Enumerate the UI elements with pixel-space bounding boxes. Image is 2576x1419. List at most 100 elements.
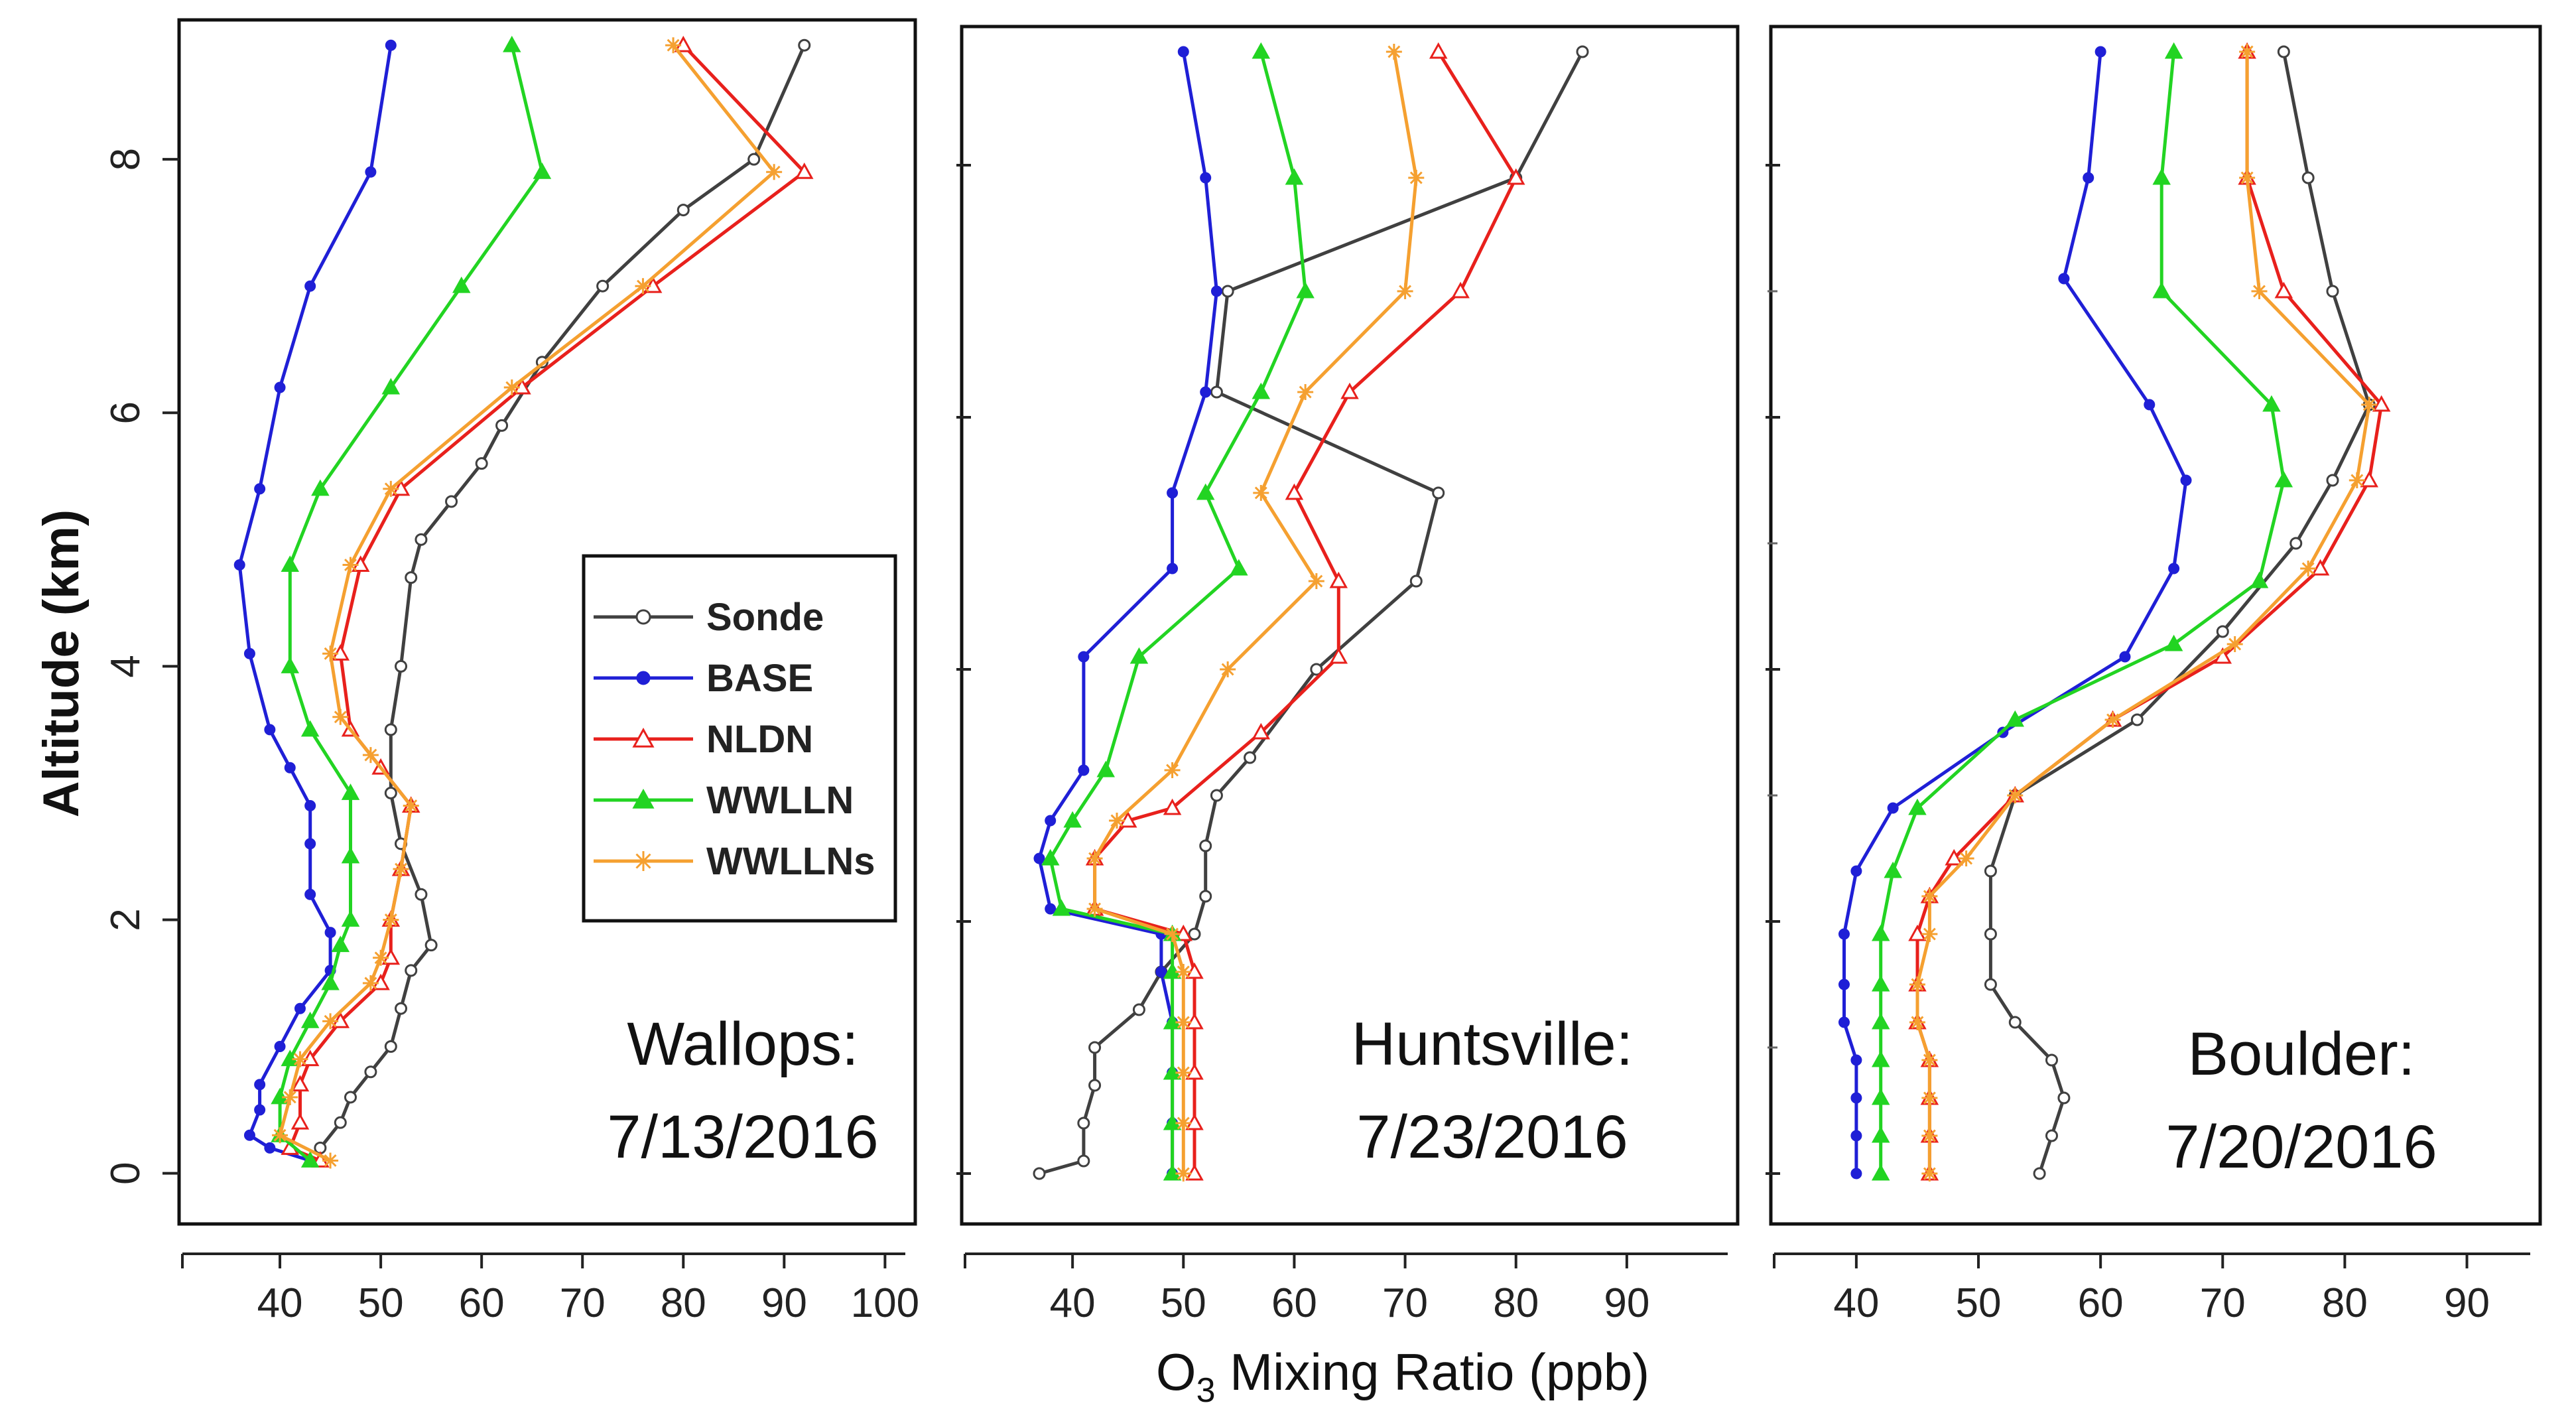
panel-2-point-base xyxy=(1200,386,1212,398)
panel-3-point-wwllns xyxy=(1921,1166,1938,1182)
y-axis-label: Altitude (km) xyxy=(33,509,90,817)
legend-label: WWLLN xyxy=(706,779,854,822)
panel-1-point-wwlln xyxy=(300,720,320,737)
panel-2-point-base xyxy=(1167,487,1179,499)
panel-1-point-base xyxy=(243,1129,255,1141)
panel-2-line-nldn xyxy=(1093,50,1518,1174)
x-axis-label-suffix: Mixing Ratio (ppb) xyxy=(1216,1343,1650,1401)
panel-2-point-sonde xyxy=(1310,663,1323,676)
panel-3-point-wwllns xyxy=(1958,850,1974,866)
panel-3-point-sonde xyxy=(2130,713,2144,726)
panel-1-point-wwllns xyxy=(383,912,399,928)
panel-1-point-wwllns xyxy=(322,1152,339,1169)
panel-1-point-sonde xyxy=(384,786,397,799)
panel-1-y-tick-label: 8 xyxy=(103,148,149,170)
panel-1-point-wwlln xyxy=(321,973,340,990)
panel-2-series-wwllns xyxy=(1086,44,1425,1182)
panel-1-point-nldn xyxy=(795,162,814,179)
panel-2-x-tick-label: 80 xyxy=(1493,1280,1539,1326)
panel-1-point-sonde xyxy=(384,1040,397,1053)
panel-1-series-wwllns xyxy=(272,37,783,1169)
panel-3-point-base xyxy=(1850,865,1862,877)
panel-2-point-sonde xyxy=(1244,751,1257,764)
panel-2-point-sonde xyxy=(1199,890,1212,903)
panel-2-point-wwlln xyxy=(1285,168,1304,185)
panel-2-title-line1: Huntsville: xyxy=(1352,1010,1633,1078)
panel-2-point-wwllns xyxy=(1109,813,1125,829)
panel-2-point-base xyxy=(1210,285,1222,297)
panel-3-point-wwlln xyxy=(2164,634,2183,651)
panel-2-point-wwllns xyxy=(1164,762,1181,778)
panel-1-x-tick-label: 80 xyxy=(661,1280,706,1326)
panel-3-point-base xyxy=(1887,802,1899,814)
panel-1-point-base xyxy=(254,1079,266,1091)
panel-3-series-wwlln xyxy=(1871,42,2293,1181)
panel-3-point-wwllns xyxy=(2226,636,2243,652)
panel-1-point-wwllns xyxy=(373,949,389,966)
panel-3-point-sonde xyxy=(2045,1053,2058,1067)
panel-3-point-base xyxy=(1838,928,1850,940)
panel-3-title: Boulder: 7/20/2016 xyxy=(2165,1020,2437,1181)
panel-3-point-nldn xyxy=(2311,559,2330,576)
panel-3-point-nldn xyxy=(2274,281,2293,299)
panel-3-point-base xyxy=(1850,1092,1862,1104)
panel-2-point-nldn xyxy=(1340,382,1359,399)
panel-2-point-nldn xyxy=(1429,42,1448,59)
panel-1-point-wwllns xyxy=(362,975,379,991)
panel-1-point-wwllns xyxy=(383,480,399,497)
panel-1-x-tick-label: 60 xyxy=(459,1280,505,1326)
panel-3-point-wwlln xyxy=(2152,281,2171,299)
panel-2-point-base xyxy=(1033,852,1045,864)
panel-1-point-wwllns xyxy=(292,1051,308,1067)
panel-1-point-sonde xyxy=(495,419,509,432)
panel-3-point-base xyxy=(2180,474,2192,486)
legend-label: Sonde xyxy=(706,596,824,639)
panel-2-point-wwlln xyxy=(1252,42,1271,59)
panel-1-point-sonde xyxy=(415,888,428,901)
panel-1-point-sonde xyxy=(384,723,397,736)
panel-3-point-wwllns xyxy=(2349,472,2365,488)
panel-1-point-sonde xyxy=(344,1091,357,1104)
panel-3-point-sonde xyxy=(2057,1091,2071,1105)
panel-1-point-sonde xyxy=(676,204,690,217)
panel-2-point-wwllns xyxy=(1175,1065,1192,1081)
panel-1-point-base xyxy=(365,166,377,178)
panel-1-point-wwlln xyxy=(341,846,360,864)
panel-3-point-base xyxy=(1838,1016,1850,1028)
panel-1-point-base xyxy=(284,762,296,774)
panel-3-series-wwllns xyxy=(1909,44,2378,1182)
panel-3-point-wwlln xyxy=(1871,1164,1890,1181)
legend-swatch-marker xyxy=(632,788,655,809)
panel-2-point-wwllns xyxy=(1385,44,1402,60)
panel-3-point-wwllns xyxy=(1921,1128,1938,1144)
panel-1-point-wwllns xyxy=(665,37,682,54)
panel-2-point-sonde xyxy=(1077,1116,1090,1130)
panel-2-point-sonde xyxy=(1221,285,1234,298)
panel-3-point-sonde xyxy=(1984,978,1997,991)
panel-1-point-base xyxy=(304,838,316,850)
panel-1-x-tick-label: 90 xyxy=(761,1280,807,1326)
panel-3-point-wwllns xyxy=(2361,397,2378,413)
panel-3-point-wwlln xyxy=(1908,798,1927,815)
panel-1-point-wwllns xyxy=(322,1013,339,1030)
panel-2-point-sonde xyxy=(1077,1154,1090,1168)
panel-3-x-tick-label: 90 xyxy=(2444,1280,2490,1326)
panel-3-title-line2: 7/20/2016 xyxy=(2165,1113,2437,1181)
panel-2-point-wwlln xyxy=(1096,760,1116,777)
panel-1-point-wwlln xyxy=(300,1012,320,1028)
panel-3-point-base xyxy=(2119,651,2131,663)
panel-2-point-sonde xyxy=(1132,1003,1145,1016)
panel-3-point-wwlln xyxy=(1884,861,1902,878)
panel-2-point-wwllns xyxy=(1086,901,1103,917)
panel-1-point-sonde xyxy=(405,964,418,977)
panel-1-point-base xyxy=(304,800,316,812)
panel-3-point-sonde xyxy=(2216,625,2229,638)
panel-1-point-nldn xyxy=(290,1113,310,1130)
panel-2-point-wwllns xyxy=(1308,573,1324,589)
panel-2-point-sonde xyxy=(1088,1079,1102,1092)
panel-3-point-base xyxy=(1850,1054,1862,1066)
panel-1-point-wwllns xyxy=(362,747,379,764)
panel-2-point-wwllns xyxy=(1175,964,1192,980)
panel-3-point-wwllns xyxy=(1921,888,1938,904)
